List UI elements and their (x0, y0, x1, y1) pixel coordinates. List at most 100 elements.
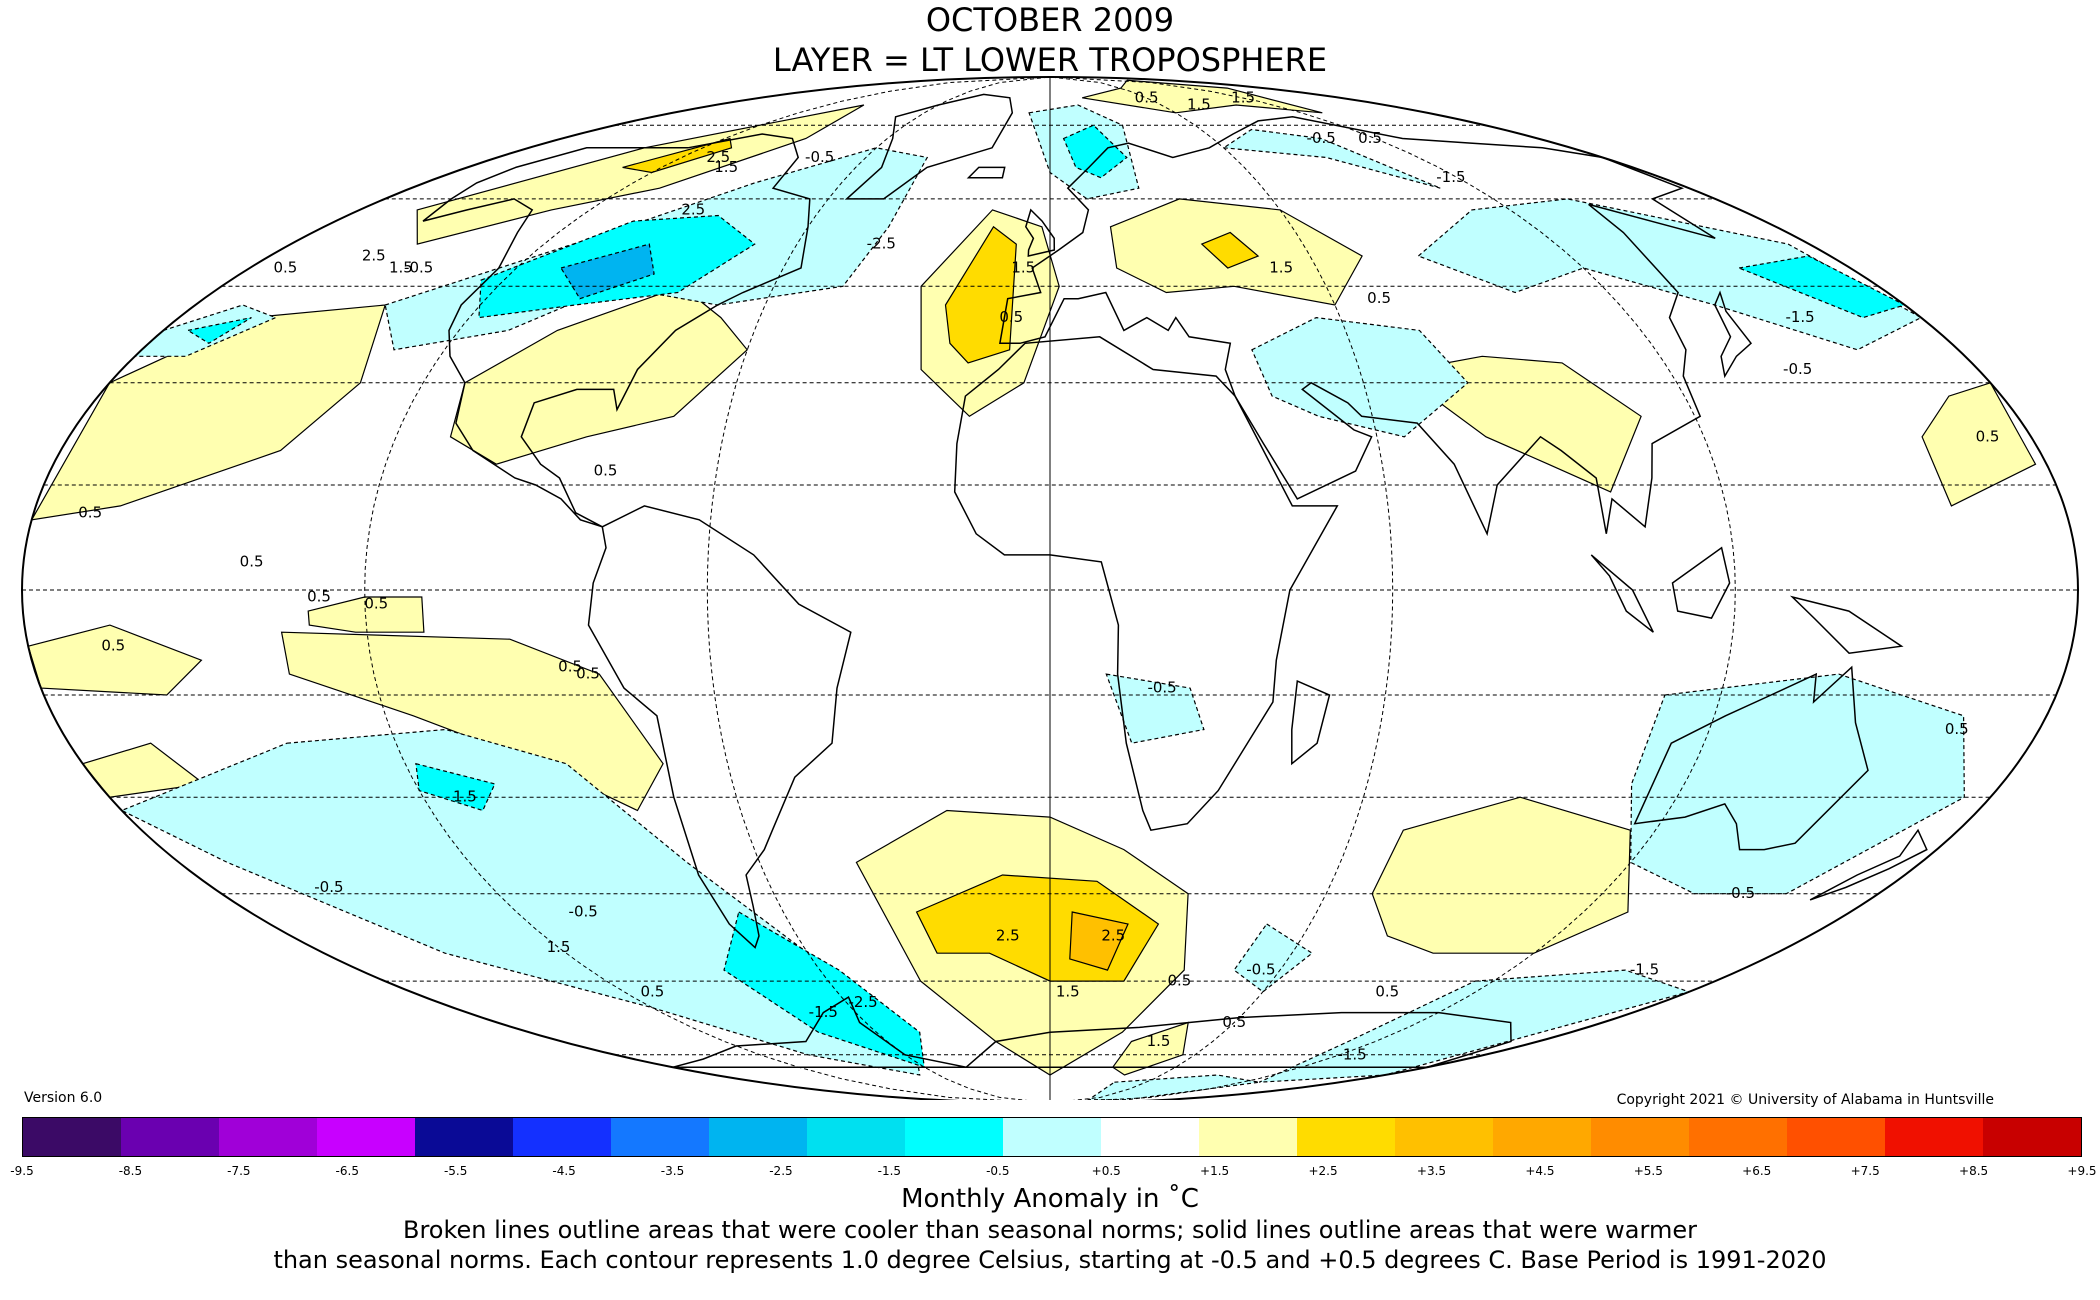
colorbar (22, 1117, 2082, 1157)
colorbar-tick-label: +1.5 (1200, 1164, 1230, 1178)
cool-anomaly-area (1233, 923, 1314, 993)
warm-anomaly-area (1069, 911, 1129, 971)
coastline (844, 93, 1014, 200)
colorbar-swatch (1787, 1118, 1885, 1156)
contour-label: 1.5 (547, 938, 571, 956)
colorbar-tick-label: -6.5 (335, 1164, 359, 1178)
colorbar-tick-label: +6.5 (1742, 1164, 1772, 1178)
contour-label: 0.5 (364, 595, 388, 613)
colorbar-swatch (611, 1118, 709, 1156)
colorbar-swatch (1101, 1118, 1199, 1156)
colorbar-swatch (905, 1118, 1003, 1156)
warm-anomaly-area (1921, 382, 2037, 507)
cool-anomaly-area (186, 317, 252, 345)
coastline (1590, 554, 1654, 633)
colorbar-swatch (1689, 1118, 1787, 1156)
contour-label: 2.5 (362, 247, 386, 265)
colorbar-tick-label: -9.5 (10, 1164, 34, 1178)
colorbar-tick-label: +7.5 (1850, 1164, 1880, 1178)
colorbar-swatch (1395, 1118, 1493, 1156)
colorbar-tick-label: -8.5 (118, 1164, 143, 1178)
coastline (422, 133, 811, 528)
coastline (1291, 680, 1331, 766)
warm-anomaly-area (30, 304, 387, 521)
contour-label: 2.5 (706, 148, 730, 166)
globe-outline (21, 76, 2079, 1100)
contour-label: 0.5 (307, 588, 331, 606)
warm-anomaly-area (1111, 1021, 1189, 1076)
contour-labels: 0.50.5 0.50.50.50.50.50.50.52.51.5-0.52.5… (78, 88, 1999, 1063)
map-layer-title: LAYER = LT LOWER TROPOSPHERE (772, 41, 1328, 79)
coastline (587, 505, 852, 949)
contour-label: -0.5 (1147, 679, 1176, 697)
contour-label: 0.5 (1976, 427, 2000, 445)
contour-label: 0.5 (1945, 720, 1969, 738)
contour-label: 0.5 (1358, 129, 1382, 147)
contour-label: 2.5 (681, 200, 705, 218)
caption-line-2: than seasonal norms. Each contour repres… (273, 1246, 1827, 1274)
colorbar-tick-label: +2.5 (1308, 1164, 1338, 1178)
contour-label: -1.5 (1630, 961, 1659, 979)
cool-anomaly-area (415, 762, 496, 812)
longitude-line (1049, 77, 1736, 1100)
colorbar-swatch (1493, 1118, 1591, 1156)
colorbar-swatch (23, 1118, 121, 1156)
colorbar-ticks: -9.5 -8.5 -7.5 -6.5 -5.5 -4.5 -3.5 -2.5 -1.5 -0.5… (10, 1164, 2096, 1184)
contour-label: 0.5 (999, 308, 1023, 326)
cool-anomaly-area (120, 728, 921, 1076)
contour-label: 1.5 (714, 158, 738, 176)
cool-anomaly-area (1417, 198, 1923, 351)
warm-anomaly-area (944, 225, 1017, 364)
contour-label: 1.5 (1187, 96, 1211, 114)
coastline (1713, 290, 1753, 379)
colorbar-tick-label: -5.5 (443, 1164, 468, 1178)
warm-anomaly-area (1082, 79, 1323, 114)
coastlines (422, 93, 1928, 1069)
colorbar-swatch (709, 1118, 807, 1156)
colorbar-swatch (1297, 1118, 1395, 1156)
colorbar-swatch (121, 1118, 219, 1156)
contour-label: 1.5 (389, 259, 413, 277)
contour-label: -0.5 (569, 903, 598, 921)
colorbar-tick-label: -0.5 (986, 1164, 1010, 1178)
longitude-line (364, 77, 1051, 1100)
contour-label: -1.5 (1436, 168, 1465, 186)
contour-label: -0.5 (1246, 961, 1275, 979)
contour-label: -1.5 (1337, 1045, 1366, 1063)
colorbar-tick-label: +5.5 (1633, 1164, 1663, 1178)
contour-label: 0.5 (101, 637, 125, 655)
coastline (1024, 208, 1056, 257)
warm-anomaly-area (1200, 231, 1260, 269)
colorbar-swatch (415, 1118, 513, 1156)
caption-line-1: Broken lines outline areas that were coo… (403, 1216, 1697, 1244)
colorbar-swatch (1591, 1118, 1689, 1156)
contour-label: -2.5 (867, 235, 896, 253)
contour-label: -0.5 (1726, 884, 1755, 902)
warm-anomaly-area (1371, 796, 1631, 954)
colorbar-tick-label: +0.5 (1091, 1164, 1121, 1178)
contour-label: 0.5 (1135, 88, 1159, 106)
coastline (953, 336, 1339, 832)
colorbar-tick-label: -2.5 (769, 1164, 793, 1178)
cool-anomaly-area (1062, 124, 1128, 179)
colorbar-swatch (1199, 1118, 1297, 1156)
warm-anomaly-area (1409, 355, 1642, 493)
colorbar-label: Monthly Anomaly in ˚C (901, 1184, 1199, 1214)
map-title: OCTOBER 2009 (925, 1, 1175, 39)
version-label: Version 6.0 (24, 1090, 103, 1106)
coastline (966, 166, 1006, 179)
contour-label: 0.5 (558, 658, 582, 676)
colorbar-tick-label: -4.5 (552, 1164, 576, 1178)
colorbar-swatch (317, 1118, 415, 1156)
contour-label: 0.5 (1167, 972, 1191, 990)
contour-label: 0.5 (240, 552, 264, 570)
colorbar-swatch (219, 1118, 317, 1156)
colorbar-tick-label: -7.5 (227, 1164, 251, 1178)
colorbar-swatch (1983, 1118, 2081, 1156)
contour-label: 0.5 (594, 462, 618, 480)
colorbar-tick-label: +9.5 (2067, 1164, 2097, 1178)
contour-label: 0.5 (640, 982, 664, 1000)
contour-label: 0.5 (78, 503, 102, 521)
colorbar-swatch (513, 1118, 611, 1156)
contour-label: 2.5 (996, 926, 1020, 944)
